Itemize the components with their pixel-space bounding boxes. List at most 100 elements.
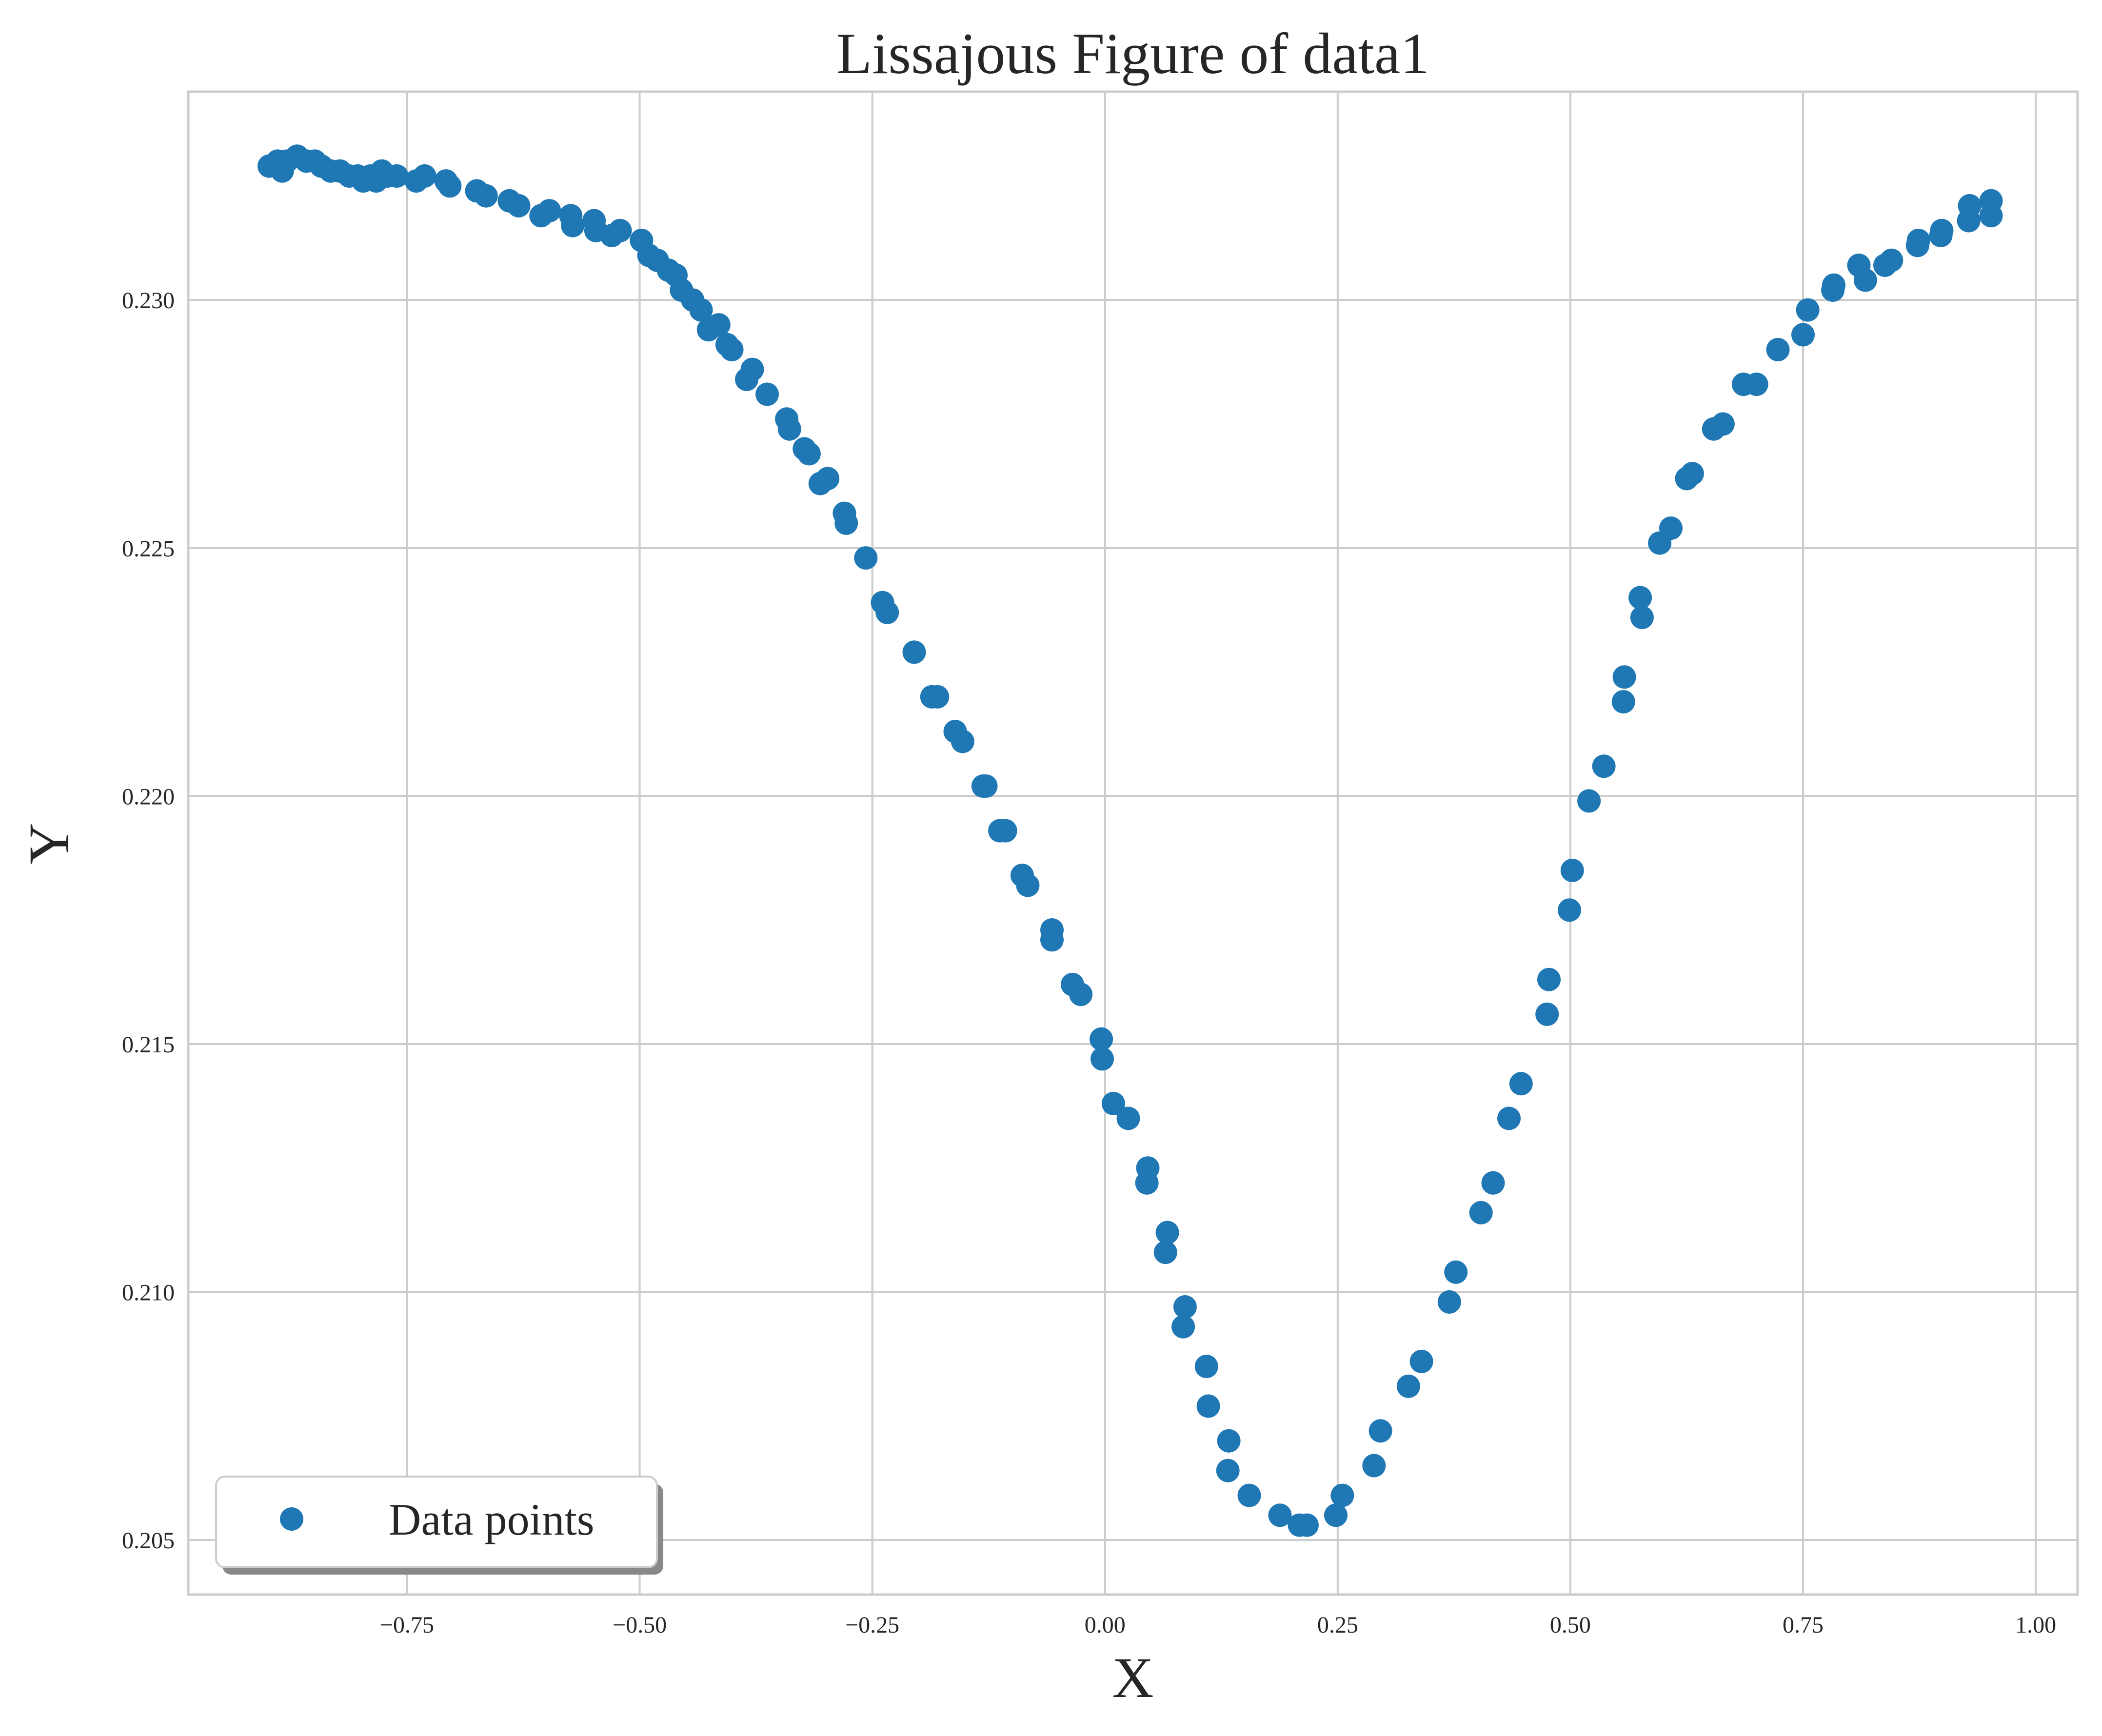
data-point — [1560, 858, 1584, 882]
data-point — [1324, 1503, 1348, 1527]
data-point — [1711, 412, 1735, 436]
data-point — [1822, 273, 1845, 297]
data-point — [1791, 323, 1815, 347]
x-axis-label: X — [1112, 1646, 1153, 1710]
data-point — [1409, 1349, 1433, 1373]
data-point — [1979, 189, 2003, 213]
data-points — [258, 144, 2003, 1537]
data-point — [1481, 1171, 1505, 1195]
y-tick-label: 0.230 — [122, 288, 175, 314]
data-point — [1577, 789, 1601, 813]
data-point — [1437, 1290, 1461, 1314]
data-point — [1362, 1454, 1386, 1478]
x-axis-ticks: −0.75 −0.50 −0.25 0.00 0.25 0.50 0.75 1.00 — [380, 1612, 2056, 1638]
data-point — [1796, 298, 1820, 322]
data-point — [438, 174, 462, 198]
data-point — [1612, 665, 1636, 689]
data-point — [537, 199, 561, 223]
data-point — [474, 184, 498, 208]
data-point — [1040, 928, 1064, 952]
x-tick-label: 0.50 — [1550, 1612, 1591, 1638]
x-tick-label: 0.75 — [1783, 1612, 1824, 1638]
data-point — [1368, 1419, 1392, 1443]
data-point — [1116, 1106, 1140, 1130]
data-point — [1497, 1106, 1521, 1130]
plot-frame — [187, 90, 2079, 1596]
y-axis-label: Y — [17, 823, 81, 864]
data-point — [1217, 1429, 1241, 1453]
data-point — [507, 194, 531, 217]
data-point — [1958, 194, 1982, 217]
data-point — [608, 218, 632, 242]
data-point — [1295, 1513, 1319, 1537]
y-tick-label: 0.205 — [122, 1528, 175, 1554]
data-point — [1196, 1394, 1220, 1418]
legend-label: Data points — [389, 1495, 595, 1544]
data-point — [902, 640, 926, 664]
data-point — [797, 442, 821, 466]
data-point — [1880, 248, 1904, 272]
data-point — [385, 164, 409, 188]
x-tick-label: 0.25 — [1317, 1612, 1358, 1638]
data-point — [1268, 1503, 1292, 1527]
data-point — [951, 730, 974, 753]
legend-box — [215, 1476, 658, 1568]
data-point — [1469, 1201, 1493, 1224]
data-point — [834, 511, 858, 535]
data-point — [689, 298, 713, 322]
data-point — [993, 819, 1017, 843]
y-tick-label: 0.220 — [122, 784, 175, 809]
data-point — [1537, 967, 1561, 991]
data-point — [1216, 1459, 1240, 1482]
data-point — [707, 313, 731, 337]
y-tick-label: 0.215 — [122, 1032, 175, 1058]
data-point — [1396, 1374, 1420, 1398]
data-point — [1444, 1260, 1468, 1284]
chart-title: Lissajous Figure of data1 — [836, 21, 1429, 86]
data-point — [1090, 1027, 1113, 1051]
legend-marker — [280, 1507, 303, 1531]
data-point — [1330, 1483, 1354, 1507]
data-point — [1091, 1047, 1114, 1071]
legend: Data points — [215, 1476, 663, 1575]
x-tick-label: −0.25 — [845, 1612, 899, 1638]
data-point — [1853, 268, 1877, 292]
data-point — [816, 467, 840, 491]
data-point — [854, 546, 878, 570]
data-point — [974, 774, 998, 798]
x-tick-label: −0.50 — [613, 1612, 667, 1638]
data-point — [875, 601, 899, 624]
data-point — [1592, 754, 1616, 778]
data-point — [740, 357, 764, 381]
x-tick-label: 0.00 — [1085, 1612, 1126, 1638]
data-point — [1069, 983, 1093, 1006]
data-point — [926, 685, 950, 709]
data-point — [1155, 1221, 1179, 1244]
x-tick-label: −0.75 — [380, 1612, 434, 1638]
data-point — [561, 214, 585, 237]
data-point — [1930, 218, 1954, 242]
data-point — [1171, 1315, 1195, 1339]
data-point — [1153, 1241, 1177, 1264]
data-point — [755, 382, 779, 406]
y-tick-label: 0.225 — [122, 536, 175, 562]
data-point — [1659, 516, 1683, 540]
data-point — [1766, 337, 1790, 361]
data-point — [1194, 1355, 1218, 1379]
data-point — [1016, 873, 1040, 897]
data-point — [1237, 1483, 1261, 1507]
data-point — [1628, 586, 1652, 610]
data-point — [1745, 373, 1768, 396]
data-point — [1611, 690, 1635, 714]
y-axis-ticks: 0.205 0.210 0.215 0.220 0.225 0.230 — [122, 288, 175, 1554]
data-point — [1558, 898, 1581, 922]
data-point — [1173, 1295, 1197, 1319]
data-point — [1509, 1072, 1533, 1096]
data-point — [1630, 606, 1654, 630]
data-point — [1135, 1171, 1159, 1195]
data-point — [1101, 1092, 1125, 1115]
x-tick-label: 1.00 — [2015, 1612, 2056, 1638]
data-point — [1906, 229, 1930, 253]
